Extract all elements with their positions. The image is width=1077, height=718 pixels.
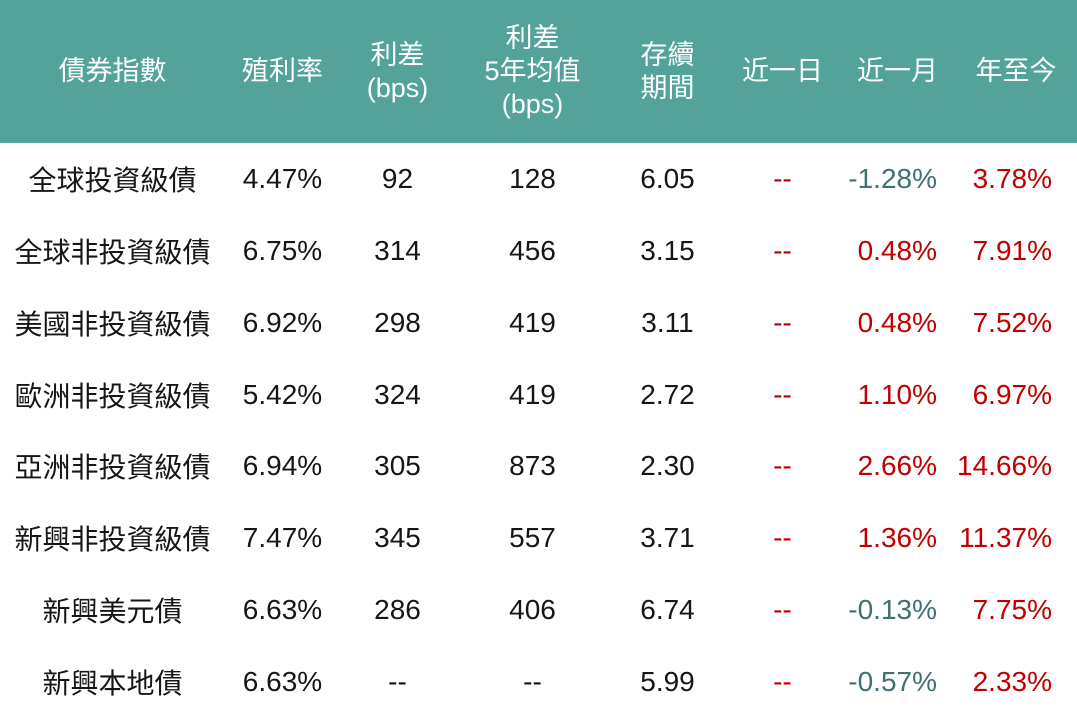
column-header-label: 年至今 — [975, 56, 1057, 86]
cell-duration: 5.99 — [640, 666, 695, 698]
cell-chg_ytd: 3.78% — [972, 162, 1052, 194]
cell-spread_5y: 128 — [509, 162, 556, 194]
cell-spread_5y: 419 — [509, 378, 556, 410]
table-row: 新興本地債 6.63% -- -- 5.99 -- -0.57% 2.33% — [0, 646, 1077, 718]
table-row: 全球投資級債 4.47% 92 128 6.05 -- -1.28% 3.78% — [0, 143, 1077, 215]
cell-chg_ytd: 7.75% — [972, 594, 1052, 626]
cell-yield: 6.63% — [242, 594, 323, 626]
cell-name: 新興美元債 — [42, 596, 183, 628]
column-header-duration: 存續 期間 — [610, 0, 725, 143]
cell-spread: 286 — [374, 594, 421, 626]
cell-chg_1d: -- — [773, 306, 792, 338]
cell-chg_ytd: 2.33% — [972, 666, 1052, 698]
table-row: 亞洲非投資級債 6.94% 305 873 2.30 -- 2.66% 14.66% — [0, 431, 1077, 503]
column-header-label: 期間 — [640, 72, 695, 103]
cell-chg_1m: -0.13% — [848, 594, 937, 626]
cell-chg_1m: -0.57% — [848, 666, 937, 698]
table-row: 新興非投資級債 7.47% 345 557 3.71 -- 1.36% 11.37% — [0, 502, 1077, 574]
cell-chg_1m: 0.48% — [857, 234, 937, 266]
cell-spread: 298 — [374, 306, 421, 338]
cell-duration: 2.30 — [640, 450, 695, 482]
cell-chg_1d: -- — [773, 450, 792, 482]
cell-duration: 6.74 — [640, 594, 695, 626]
column-header-chg_ytd: 年至今 — [955, 0, 1077, 143]
cell-duration: 3.15 — [640, 234, 695, 266]
cell-spread: 92 — [381, 162, 414, 194]
column-header-chg_1m: 近一月 — [840, 0, 955, 143]
cell-spread: 305 — [374, 450, 421, 482]
table-row: 歐洲非投資級債 5.42% 324 419 2.72 -- 1.10% 6.97% — [0, 359, 1077, 431]
column-header-label: 利差 — [505, 23, 560, 53]
cell-spread: 324 — [374, 378, 421, 410]
cell-spread: 314 — [374, 234, 421, 266]
table-row: 美國非投資級債 6.92% 298 419 3.11 -- 0.48% 7.52% — [0, 287, 1077, 359]
cell-spread_5y: 406 — [509, 594, 556, 626]
cell-yield: 4.47% — [242, 162, 323, 194]
cell-spread_5y: 873 — [509, 450, 556, 482]
cell-chg_1m: -1.28% — [848, 162, 937, 194]
cell-chg_ytd: 11.37% — [959, 522, 1052, 554]
table-row: 全球非投資級債 6.75% 314 456 3.15 -- 0.48% 7.91% — [0, 215, 1077, 287]
column-header-label: 利差 — [370, 39, 425, 70]
cell-spread_5y: 456 — [509, 234, 556, 266]
cell-duration: 2.72 — [640, 378, 695, 410]
cell-yield: 5.42% — [242, 378, 323, 410]
cell-name: 新興本地債 — [42, 668, 183, 700]
column-header-label: (bps) — [366, 72, 429, 103]
column-header-spread_5y: 利差 5年均值 (bps) — [455, 0, 610, 143]
cell-name: 新興非投資級債 — [14, 524, 211, 556]
column-header-label: 近一月 — [857, 56, 938, 86]
cell-spread: -- — [388, 666, 407, 698]
cell-name: 亞洲非投資級債 — [14, 452, 211, 484]
cell-chg_1d: -- — [773, 594, 792, 626]
cell-name: 歐洲非投資級債 — [14, 380, 211, 412]
column-header-label: (bps) — [501, 89, 564, 119]
cell-chg_ytd: 7.91% — [972, 234, 1052, 266]
cell-name: 全球投資級債 — [28, 164, 197, 196]
column-header-label: 殖利率 — [242, 56, 323, 86]
cell-duration: 6.05 — [640, 162, 695, 194]
column-header-label: 近一日 — [742, 56, 823, 86]
cell-yield: 6.63% — [242, 666, 323, 698]
cell-duration: 3.71 — [640, 522, 695, 554]
table-header-row: 債券指數 殖利率 利差 (bps) 利差 5年均值 (bps) 存續 期間 近一日 近一月 年至今 — [0, 0, 1077, 143]
table-row: 新興美元債 6.63% 286 406 6.74 -- -0.13% 7.75% — [0, 574, 1077, 646]
cell-chg_ytd: 7.52% — [972, 306, 1052, 338]
cell-chg_1m: 2.66% — [857, 450, 937, 482]
column-header-chg_1d: 近一日 — [725, 0, 840, 143]
column-header-yield: 殖利率 — [225, 0, 340, 143]
cell-name: 全球非投資級債 — [14, 236, 211, 268]
cell-chg_ytd: 14.66% — [957, 450, 1052, 482]
cell-chg_1d: -- — [773, 162, 792, 194]
cell-chg_1m: 1.36% — [857, 522, 937, 554]
cell-chg_1d: -- — [773, 234, 792, 266]
column-header-label: 存續 — [640, 39, 695, 70]
column-header-spread: 利差 (bps) — [340, 0, 455, 143]
column-header-label: 債券指數 — [58, 56, 167, 86]
cell-spread_5y: -- — [523, 666, 542, 698]
cell-chg_1d: -- — [773, 378, 792, 410]
table-body: 全球投資級債 4.47% 92 128 6.05 -- -1.28% 3.78% 全球非投資級債… — [0, 143, 1077, 718]
cell-name: 美國非投資級債 — [14, 308, 211, 340]
cell-chg_1d: -- — [773, 666, 792, 698]
cell-yield: 7.47% — [242, 522, 323, 554]
column-header-label: 5年均值 — [484, 56, 581, 86]
cell-yield: 6.94% — [242, 450, 323, 482]
cell-chg_1d: -- — [773, 522, 792, 554]
cell-chg_1m: 1.10% — [857, 378, 937, 410]
cell-duration: 3.11 — [641, 306, 694, 338]
cell-chg_1m: 0.48% — [857, 306, 937, 338]
cell-spread: 345 — [374, 522, 421, 554]
cell-yield: 6.75% — [242, 234, 323, 266]
cell-spread_5y: 419 — [509, 306, 556, 338]
cell-spread_5y: 557 — [509, 522, 556, 554]
column-header-name: 債券指數 — [0, 0, 225, 143]
cell-chg_ytd: 6.97% — [972, 378, 1052, 410]
cell-yield: 6.92% — [242, 306, 323, 338]
